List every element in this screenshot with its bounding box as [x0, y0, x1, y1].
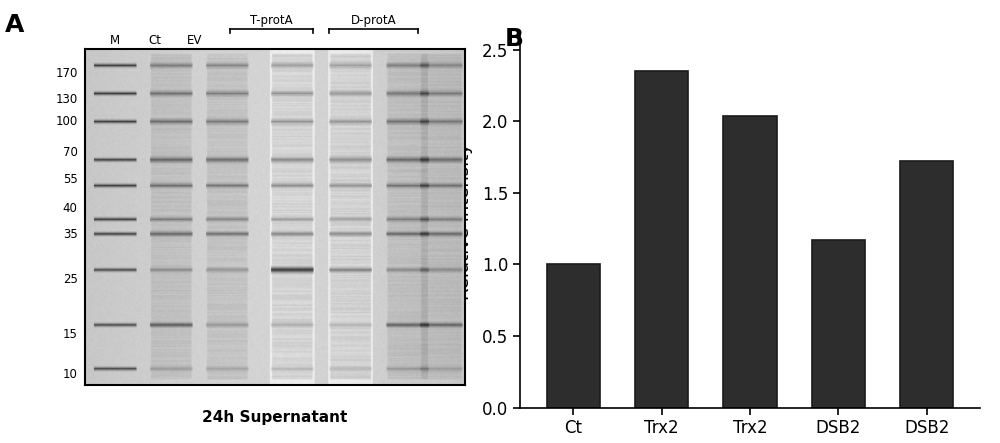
Text: 15: 15 — [63, 328, 78, 341]
Text: Ct: Ct — [149, 34, 162, 47]
Text: T-protA: T-protA — [250, 14, 293, 27]
Text: 35: 35 — [63, 228, 78, 241]
Bar — [635, 71, 688, 408]
Text: 10: 10 — [63, 368, 78, 381]
Bar — [812, 240, 865, 408]
Text: 70: 70 — [63, 146, 78, 159]
Text: D-protA: D-protA — [351, 14, 396, 27]
Text: 25: 25 — [63, 272, 78, 286]
Text: 170: 170 — [55, 66, 78, 80]
Text: 100: 100 — [55, 115, 78, 128]
Y-axis label: Relative intensity: Relative intensity — [455, 143, 473, 300]
Text: 40: 40 — [63, 202, 78, 215]
Text: A: A — [5, 13, 24, 37]
Text: 55: 55 — [63, 173, 78, 186]
Bar — [723, 116, 777, 408]
Text: 130: 130 — [55, 93, 78, 106]
Bar — [547, 264, 600, 408]
Text: B: B — [505, 27, 524, 51]
Text: EV: EV — [187, 34, 203, 47]
Bar — [900, 161, 953, 408]
Text: M: M — [110, 34, 120, 47]
Text: 24h Supernatant: 24h Supernatant — [202, 410, 348, 425]
